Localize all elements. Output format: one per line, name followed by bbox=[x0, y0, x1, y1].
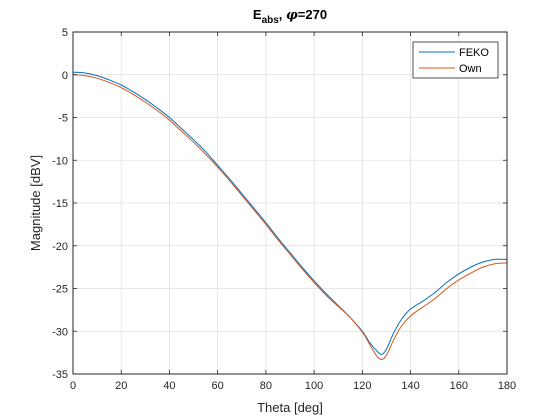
y-tick-label: 5 bbox=[62, 27, 68, 39]
x-tick-label: 100 bbox=[305, 380, 323, 392]
legend-label-feko: FEKO bbox=[459, 47, 489, 59]
x-axis-label: Theta [deg] bbox=[257, 400, 323, 415]
y-tick-label: -25 bbox=[52, 284, 68, 296]
y-tick-label: -30 bbox=[52, 326, 68, 338]
x-tick-label: 60 bbox=[212, 380, 224, 392]
y-axis-label: Magnitude [dBV] bbox=[28, 155, 43, 251]
title-symbol: φ bbox=[286, 8, 298, 23]
series-line-feko bbox=[72, 71, 508, 355]
legend-label-own: Own bbox=[459, 63, 482, 75]
x-tick-label: 180 bbox=[498, 380, 516, 392]
title-suffix: =270 bbox=[298, 7, 327, 22]
x-tick-label: 80 bbox=[260, 380, 272, 392]
y-tick-label: -20 bbox=[52, 241, 68, 253]
title-main: E bbox=[253, 7, 262, 22]
x-tick-label: 120 bbox=[353, 380, 371, 392]
x-tick-label: 160 bbox=[450, 380, 468, 392]
data-series bbox=[72, 71, 508, 360]
x-tick-label: 40 bbox=[163, 380, 175, 392]
y-tick-label: -35 bbox=[52, 369, 68, 381]
x-tick-label: 0 bbox=[70, 380, 76, 392]
y-tick-label: -5 bbox=[58, 113, 68, 125]
series-line-own bbox=[72, 74, 508, 360]
title-separator: , bbox=[279, 7, 286, 22]
x-tick-label: 20 bbox=[115, 380, 127, 392]
legend: FEKO Own bbox=[412, 41, 499, 79]
y-tick-label: -10 bbox=[52, 155, 68, 167]
x-tick-label: 140 bbox=[401, 380, 419, 392]
chart-title: Eabs, φ=270 bbox=[253, 7, 327, 26]
legend-box bbox=[412, 41, 499, 79]
title-subscript: abs bbox=[262, 15, 280, 26]
axis-ticks: 0 20 40 60 80 100 120 140 160 180 5 0 -5 -10 -15 -20 -25… bbox=[52, 27, 516, 392]
y-tick-label: 0 bbox=[62, 70, 68, 82]
y-tick-label: -15 bbox=[52, 198, 68, 210]
